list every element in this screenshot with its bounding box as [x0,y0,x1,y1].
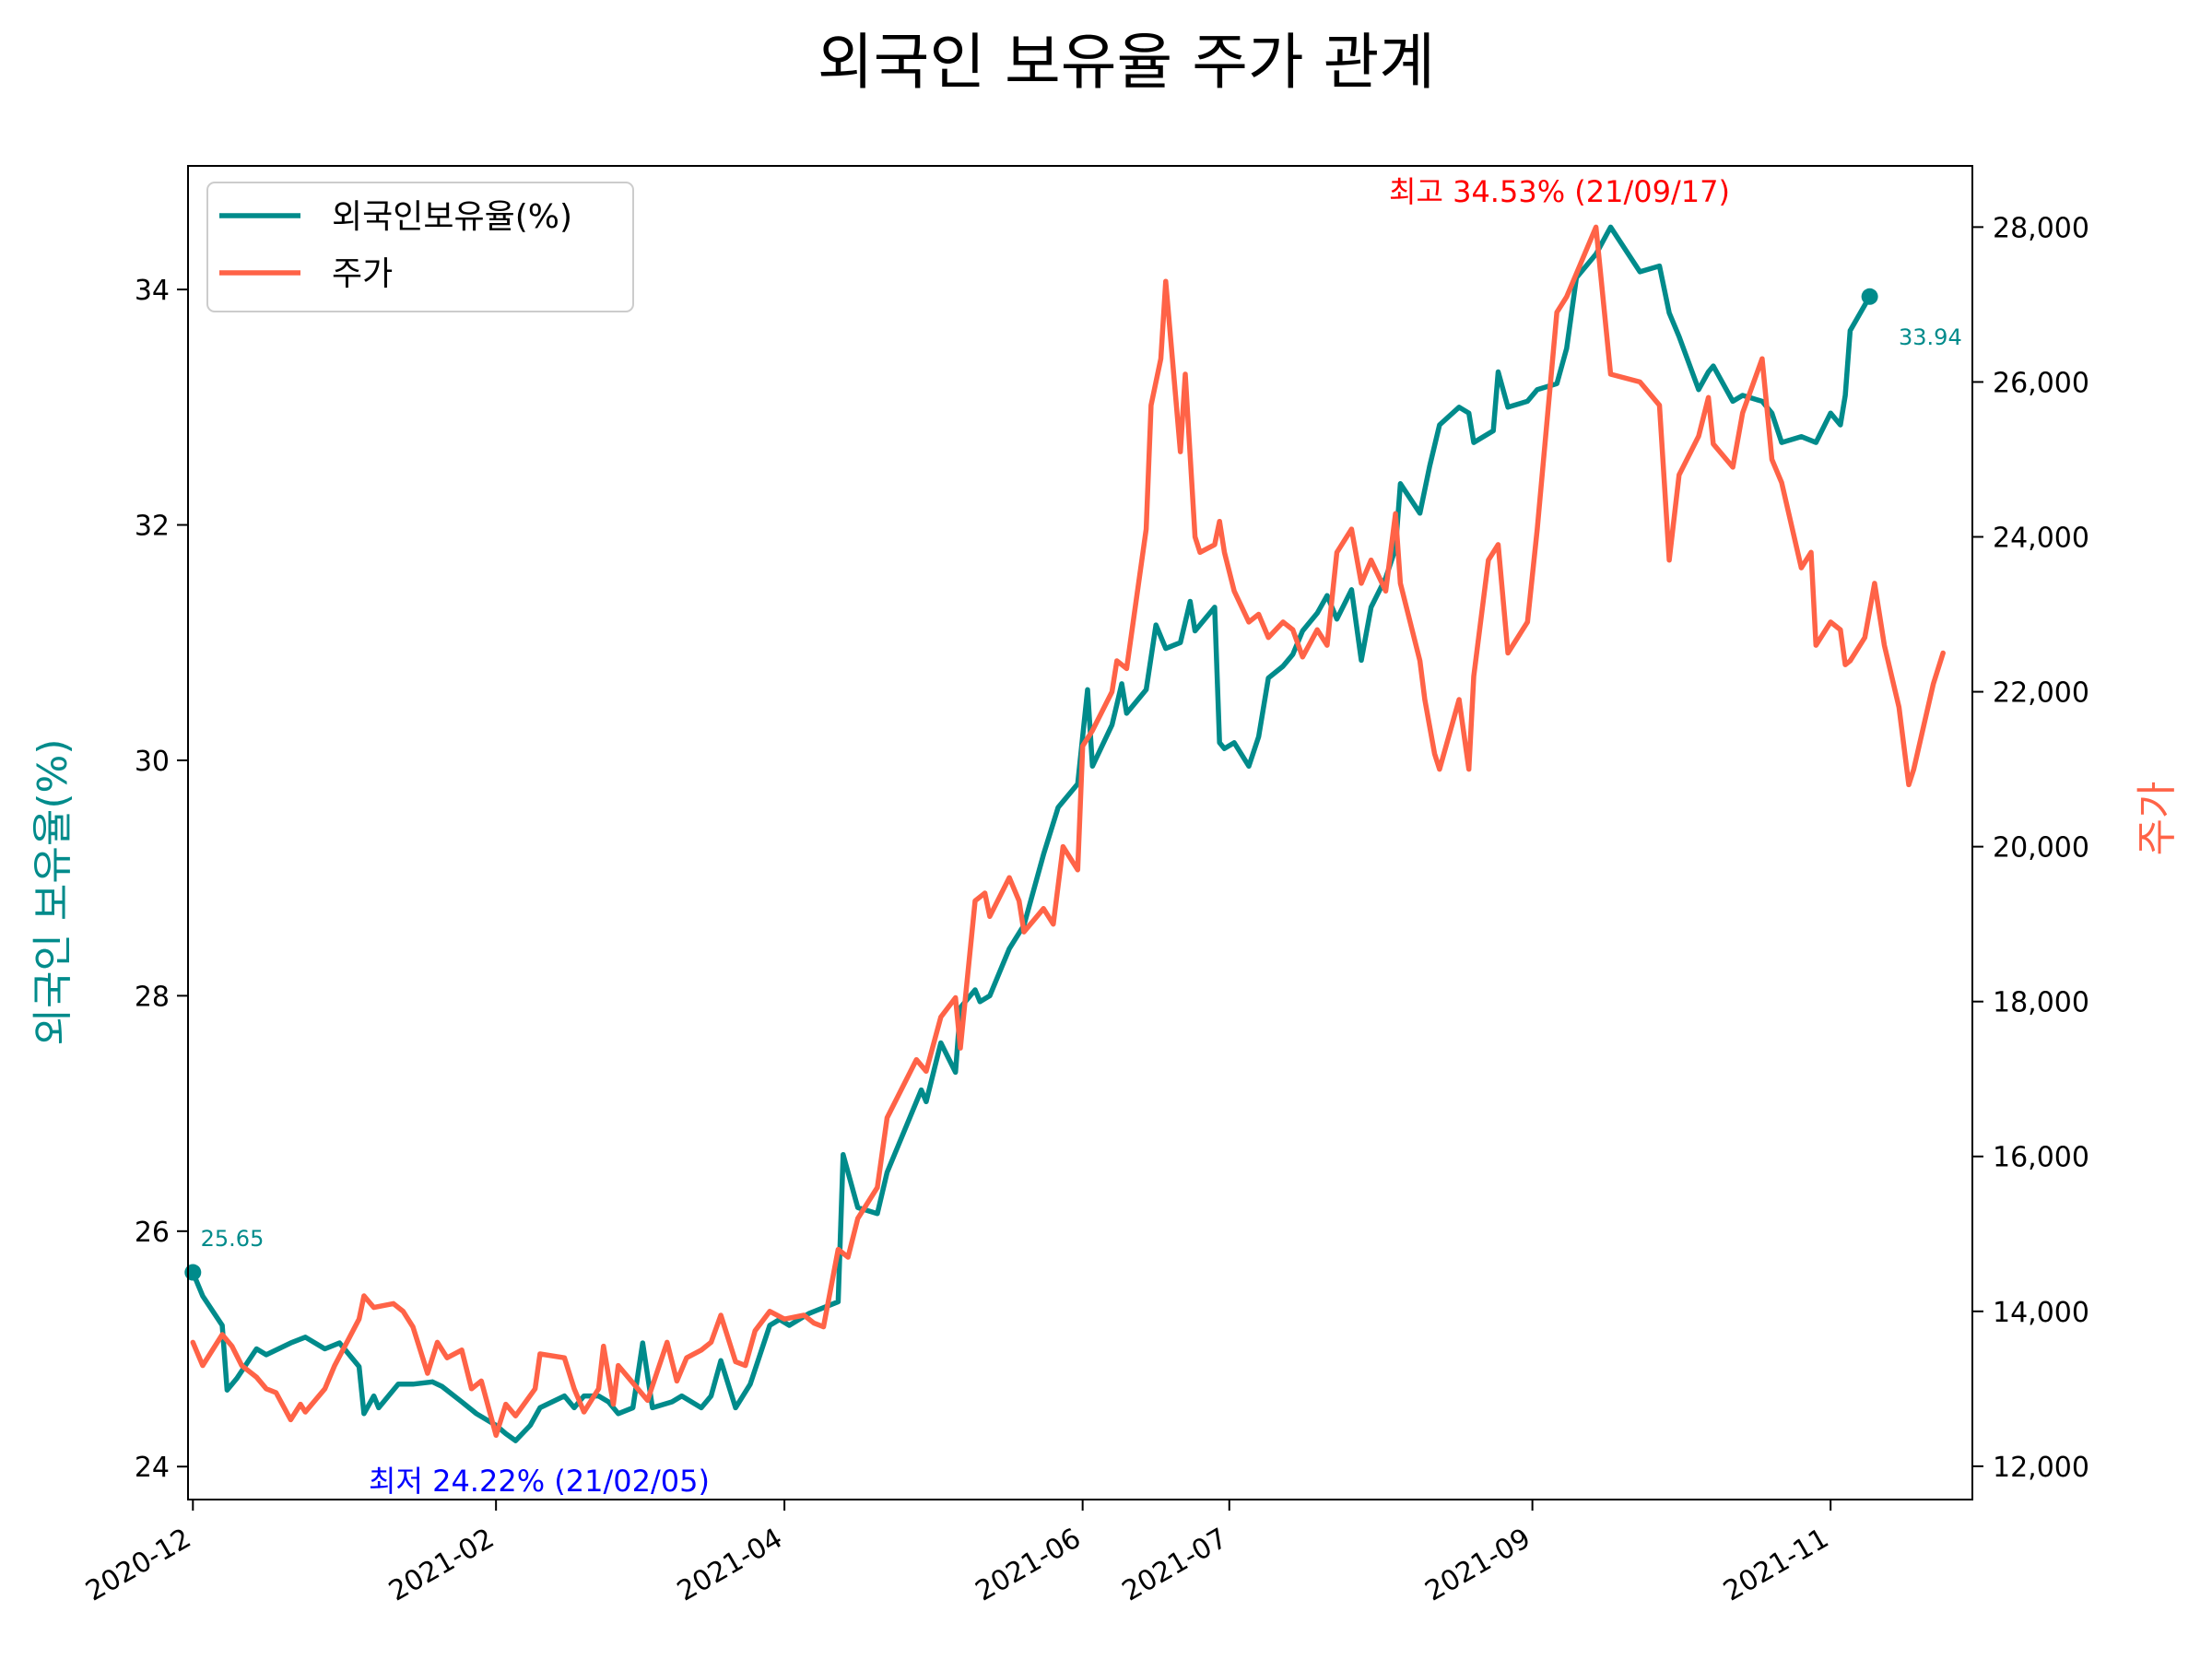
y-right-tick-label: 26,000 [1993,367,2089,399]
y-right-tick-label: 20,000 [1993,832,2089,865]
y-right-tick-label: 16,000 [1993,1142,2089,1174]
x-tick-label: 2021-09 [1420,1523,1536,1608]
x-tick-label: 2021-04 [672,1523,788,1608]
legend-label-stock-price: 주가 [332,255,393,293]
x-tick-label: 2021-07 [1117,1523,1233,1608]
chart-title: 외국인 보유율 주가 관계 [818,27,1435,98]
y-left-tick-label: 26 [135,1217,170,1249]
y-left-tick-label: 32 [135,511,170,543]
y-left-tick-label: 28 [135,981,170,1013]
series-line-stock-price [190,224,1946,1439]
annotation-end-value: 33.94 [1899,324,1962,350]
legend-label-foreign-ownership: 외국인보유율(%) [332,198,572,236]
end-point-marker [1861,288,1878,305]
legend: 외국인보유율(%) 주가 [206,182,634,312]
y-right-tick-label: 28,000 [1993,212,2089,244]
y-right-tick-label: 12,000 [1993,1452,2089,1484]
y-right-tick-label: 22,000 [1993,677,2089,710]
plot-area-frame [187,165,1973,1500]
y-right-axis-ticks: 12,000 14,000 16,000 18,000 20,000 22,000 24,0… [1972,212,2089,1484]
series-line-foreign-ownership [190,224,1873,1443]
x-tick-label: 2021-02 [383,1523,500,1608]
y-left-axis-ticks: 24 26 28 30 32 34 [135,275,188,1484]
y-right-tick-label: 18,000 [1993,987,2089,1019]
y-left-tick-label: 24 [135,1452,170,1484]
y-left-axis-label: 외국인 보유율(%) [29,738,76,1045]
annotation-max: 최고 34.53% (21/09/17) [1389,174,1730,209]
y-right-tick-label: 24,000 [1993,523,2089,555]
x-tick-label: 2021-11 [1718,1523,1834,1608]
y-right-tick-label: 14,000 [1993,1297,2089,1329]
x-tick-label: 2020-12 [80,1523,196,1608]
x-tick-label: 2021-06 [971,1523,1087,1608]
annotation-start-value: 25.65 [201,1226,265,1252]
x-axis-ticks: 2020-12 2021-02 2021-04 2021-06 2021-07 2021-… [80,1500,1834,1608]
y-left-tick-label: 34 [135,275,170,307]
y-left-tick-label: 30 [135,746,170,778]
y-right-axis-label: 주가 [2134,782,2181,856]
annotation-min: 최저 24.22% (21/02/05) [369,1464,710,1499]
legend-box [206,182,634,312]
